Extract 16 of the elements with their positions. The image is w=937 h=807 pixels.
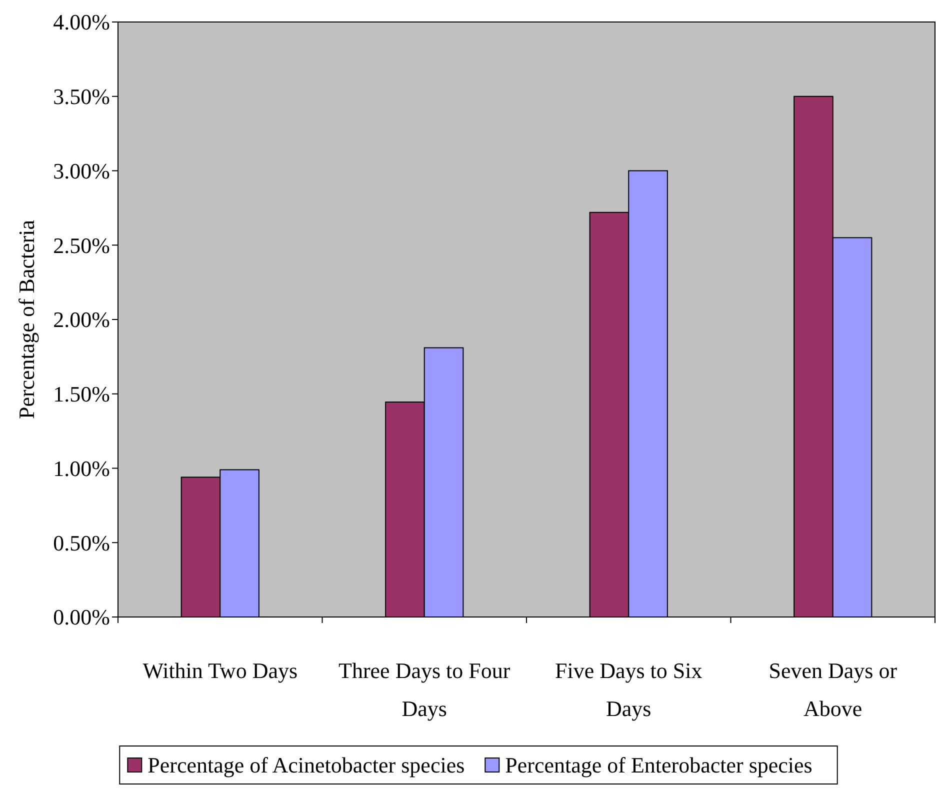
y-tick-label: 0.00% bbox=[53, 604, 110, 630]
y-tick-label: 1.00% bbox=[53, 456, 110, 481]
y-tick-label: 3.00% bbox=[53, 158, 110, 184]
y-tick-label: 2.00% bbox=[53, 307, 110, 332]
y-tick-label: 4.00% bbox=[53, 10, 110, 35]
y-tick-label: 2.50% bbox=[53, 232, 110, 258]
x-tick-label: Within Two Days bbox=[142, 658, 298, 683]
x-tick-label: Seven Days or Above bbox=[768, 658, 898, 721]
y-axis-title: Percentage of Bacteria bbox=[14, 220, 39, 420]
x-tick-label: Five Days to Six Days bbox=[554, 658, 702, 721]
x-tick-label: Three Days to Four Days bbox=[338, 658, 511, 721]
y-tick-label: 3.50% bbox=[53, 84, 110, 110]
y-tick-label: 0.50% bbox=[53, 530, 110, 556]
y-tick-label: 1.50% bbox=[53, 382, 110, 407]
legend-label: Percentage of Enterobacter species bbox=[505, 752, 812, 778]
legend-label: Percentage of Acinetobacter species bbox=[148, 752, 465, 778]
